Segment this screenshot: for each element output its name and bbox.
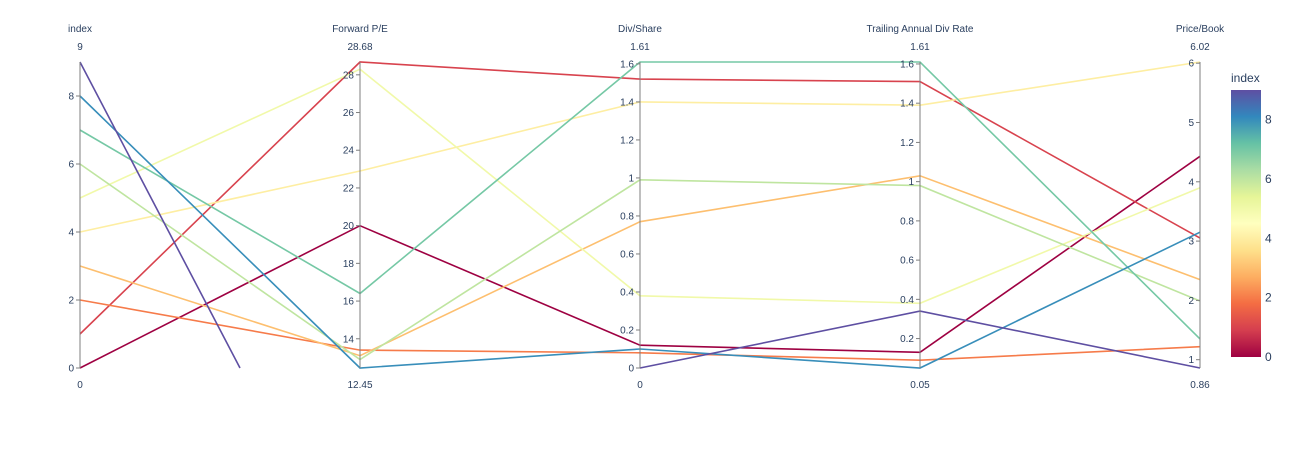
colorbar-gradient — [1231, 90, 1261, 357]
axis-range-max: 1.61 — [630, 42, 650, 53]
data-line-index-9-segment — [79, 61, 241, 369]
axis-tick-label: 28 — [343, 70, 355, 81]
axis-tick-label: 0.4 — [900, 295, 914, 306]
axis-tick-label: 1 — [1188, 355, 1194, 366]
axis-3[interactable]: Trailing Annual Div Rate1.610.050.20.40.… — [867, 24, 974, 391]
axis-tick-label: 0 — [628, 364, 634, 375]
axis-tick-label: 22 — [343, 183, 355, 194]
axis-tick-label: 1.6 — [900, 59, 914, 70]
axis-4[interactable]: Price/Book 6.02 0.86 1 2 3 4 5 6 — [1176, 24, 1225, 391]
colorbar-tick-label: 6 — [1265, 172, 1272, 186]
axis-tick-label: 0.2 — [620, 325, 634, 336]
axis-tick-label: 5 — [1188, 118, 1194, 129]
axis-tick-label: 4 — [68, 228, 74, 239]
colorbar: index 0 2 4 6 8 — [1231, 71, 1272, 364]
colorbar-tick-label: 4 — [1265, 231, 1272, 245]
axis-tick-label: 14 — [343, 334, 355, 345]
axis-tick-label: 6 — [1188, 59, 1194, 70]
axis-0[interactable]: index 9 00 2 4 6 8 — [68, 24, 92, 391]
axis-tick-label: 6 — [68, 160, 74, 171]
axis-tick-label: 24 — [343, 146, 355, 157]
axis-tick-label: 8 — [68, 92, 74, 103]
axis-tick-label: 1 — [628, 173, 634, 184]
axis-tick-label: 0.2 — [900, 334, 914, 345]
axis-tick-label: 1.4 — [900, 99, 914, 110]
colorbar-tick-label: 2 — [1265, 291, 1272, 305]
colorbar-tick-label: 8 — [1265, 113, 1272, 127]
axis-range-min: 0 — [77, 380, 83, 391]
axis-title: Div/Share — [618, 24, 662, 35]
axis-tick-label: 0.6 — [900, 256, 914, 267]
axis-range-max: 28.68 — [347, 42, 372, 53]
axis-tick-label: 0.8 — [620, 211, 634, 222]
axis-tick-label: 1 — [908, 177, 914, 188]
axis-tick-label: 0.8 — [900, 216, 914, 227]
axis-tick-label: 0 — [68, 364, 74, 375]
axis-1[interactable]: Forward P/E 28.68 12.45 14 16 18 20 22 24 26 28 — [332, 24, 388, 391]
axis-tick-label: 0.4 — [620, 287, 634, 298]
axis-range-max: 6.02 — [1190, 42, 1210, 53]
axis-tick-label: 16 — [343, 297, 355, 308]
axis-tick-label: 20 — [343, 221, 355, 232]
axis-tick-label: 1.2 — [900, 138, 914, 149]
axis-tick-label: 1.6 — [620, 59, 634, 70]
axis-title: Price/Book — [1176, 24, 1225, 35]
axis-range-min: 0 — [637, 380, 643, 391]
axis-range-max: 1.61 — [910, 42, 930, 53]
axis-range-min: 0.86 — [1190, 380, 1210, 391]
axis-tick-label: 2 — [1188, 296, 1194, 307]
axis-title: index — [68, 24, 92, 35]
axis-tick-label: 1.2 — [620, 135, 634, 146]
axis-tick-label: 0.6 — [620, 249, 634, 260]
axis-title: Forward P/E — [332, 24, 388, 35]
axis-tick-label: 4 — [1188, 177, 1194, 188]
colorbar-title: index — [1231, 71, 1260, 85]
axis-range-min: 12.45 — [347, 380, 372, 391]
axis-2[interactable]: Div/Share 1.61 00 0.2 0.4 0.6 0.8 1 1.2 1.4 1.6 — [618, 24, 662, 391]
axis-tick-label: 26 — [343, 108, 355, 119]
axis-tick-label: 2 — [68, 296, 74, 307]
axis-tick-label: 18 — [343, 259, 355, 270]
axis-title: Trailing Annual Div Rate — [867, 24, 974, 35]
axis-tick-label: 3 — [1188, 237, 1194, 248]
axis-range-max: 9 — [77, 42, 83, 53]
axis-range-min: 0.05 — [910, 380, 930, 391]
colorbar-tick-label: 0 — [1265, 350, 1272, 364]
axis-tick-label: 1.4 — [620, 97, 634, 108]
